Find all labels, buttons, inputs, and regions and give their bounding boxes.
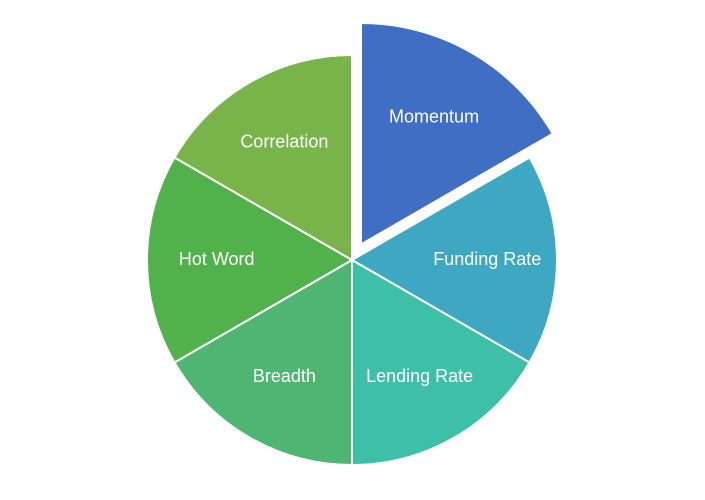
pie-slice-label: Lending Rate [366,366,473,386]
pie-slice-label: Funding Rate [433,249,541,269]
pie-slice-label: Momentum [389,107,479,127]
pie-slice-label: Correlation [240,132,328,152]
pie-chart: Funding Rate Lending Rate Breadth Hot Word C… [0,0,705,500]
pie-chart-container: Funding Rate Lending Rate Breadth Hot Word C… [0,0,705,500]
pie-slice-label: Hot Word [179,249,255,269]
pie-slice-label: Breadth [253,366,316,386]
